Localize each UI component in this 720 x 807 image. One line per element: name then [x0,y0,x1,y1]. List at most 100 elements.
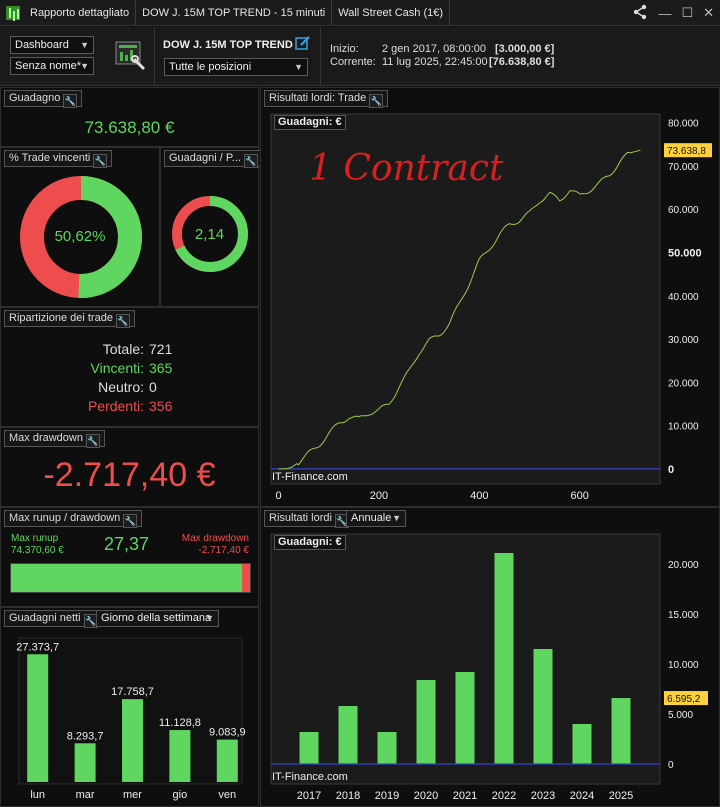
gain-panel-title: Guadagno 🔧 [4,90,83,108]
weekday-bar-label: 8.293,7 [67,730,104,742]
weekday-tick-label: mar [76,789,95,801]
wrench-icon[interactable]: 🔧 [93,154,108,168]
weekday-select[interactable]: Giorno della settimana ▼ [96,610,219,627]
equity-panel-title: Risultati lordi: Trade 🔧 [264,90,389,108]
yearly-bar [611,698,631,764]
period-select-value: Annuale [351,512,392,524]
equity-x-tick: 400 [470,490,488,502]
runup-drawdown-bar [10,563,251,593]
yearly-y-tick: 10.000 [668,660,699,671]
positions-select-value: Tutte le posizioni [169,61,252,73]
window-tab-report[interactable]: Rapporto dettagliato [24,0,137,26]
profit-factor-panel: Guadagni / P... 🔧 2,14 [160,147,263,307]
close-icon[interactable]: ✕ [703,5,714,20]
wrench-icon[interactable]: 🔧 [369,94,384,108]
total-gain-value: 73.638,80 € [84,118,175,137]
yearly-panel-title: Risultati lordi 🔧 [264,510,354,528]
equity-x-tick: 200 [370,490,388,502]
equity-plot-area [270,113,661,485]
wrench-icon[interactable]: 🔧 [85,434,100,448]
equity-line-chart: 0 10.000 20.000 30.000 40.000 50.000 60.000 70.… [270,113,712,502]
max-drawdown-small-value: -2.717,40 € [198,545,249,556]
weekday-bar [122,699,143,782]
yearly-x-tick: 2023 [531,790,555,802]
wrench-icon[interactable]: 🔧 [115,314,130,328]
win-rate-value: 50,62% [54,228,106,245]
positions-select[interactable]: Tutte le posizioni ▼ [164,58,308,76]
win-rate-panel-title: % Trade vincenti 🔧 [4,150,113,168]
chevron-down-icon: ▼ [80,61,89,71]
losing-value: 356 [149,398,173,414]
chevron-down-icon: ▼ [392,513,401,523]
weekday-tick-label: gio [173,789,188,801]
yearly-series-tag: Guadagni: € [274,535,346,550]
yearly-bar [533,649,553,764]
max-drawdown-label: Max drawdown [181,533,249,544]
profit-factor-value: 2,14 [194,226,225,243]
yearly-y-tick: 5.000 [668,710,693,721]
yearly-results-panel: Risultati lordi 🔧 Annuale ▼ 2017 2018 2019 20… [260,507,720,807]
maximize-icon[interactable]: ☐ [681,5,694,20]
wrench-icon[interactable]: 🔧 [63,94,78,108]
equity-y-tick: 0 [668,464,674,476]
yearly-x-tick: 2020 [414,790,438,802]
winning-label: Vincenti: [90,360,144,376]
total-label: Totale: [102,341,144,357]
profit-factor-panel-title: Guadagni / P... 🔧 [164,150,263,168]
equity-x-tick: 0 [275,490,281,502]
current-date: 11 lug 2025, 22:45:00 [382,56,488,68]
share-icon[interactable] [632,4,648,23]
equity-last-value-badge [664,143,712,158]
contract-annotation: 1 Contract [309,148,504,189]
max-drawdown-value: -2.717,40 € [43,456,216,494]
start-date: 2 gen 2017, 08:00:00 [382,43,486,55]
yearly-last-value-label: 6.595,2 [667,694,701,705]
report-header: Dashboard ▼ Senza nome* ▼ DOW J. 15M TOP T… [0,27,720,86]
equity-x-tick: 600 [571,490,589,502]
yearly-bar [494,553,514,764]
backtest-report-icon[interactable] [114,39,146,71]
yearly-x-tick: 2022 [492,790,516,802]
weekday-bar-label: 9.083,9 [209,727,246,739]
yearly-y-tick: 20.000 [668,560,699,571]
weekday-bar [27,654,49,782]
drawdown-panel-title: Max drawdown 🔧 [4,430,105,448]
runup-drawdown-panel: Max runup / drawdown 🔧 Max runup 74.370,6… [0,507,259,607]
wrench-icon[interactable]: 🔧 [243,154,258,168]
strategy-name: DOW J. 15M TOP TREND [163,39,293,51]
current-label: Corrente: [330,56,376,68]
yearly-bar [338,706,358,764]
yearly-x-tick: 2017 [297,790,321,802]
yearly-x-tick: 2021 [453,790,477,802]
donut-winning-segment [20,176,142,298]
win-rate-panel: % Trade vincenti 🔧 50,62% [0,147,160,307]
layout-name-select[interactable]: Senza nome* ▼ [10,57,94,75]
window-tab-instrument[interactable]: Wall Street Cash (1€) [332,0,451,26]
chevron-down-icon: ▼ [294,62,303,72]
breakdown-panel-title: Ripartizione dei trade 🔧 [4,310,135,328]
edit-icon[interactable] [295,35,311,51]
period-select[interactable]: Annuale ▼ [346,510,406,527]
wrench-icon[interactable]: 🔧 [123,514,138,528]
equity-series-tag: Guadagni: € [274,115,346,130]
weekday-select-value: Giorno della settimana [101,612,212,624]
minimize-icon[interactable]: — [658,5,672,21]
current-capital: [76.638,80 €] [489,56,555,68]
dashboard-select[interactable]: Dashboard ▼ [10,36,94,54]
weekday-bar [74,743,96,782]
weekday-tick-label: mer [123,789,142,801]
dashboard-select-value: Dashboard [15,39,69,51]
runup-drawdown-ratio: 27,37 [104,534,150,554]
chevron-down-icon: ▼ [80,40,89,50]
weekday-panel-title: Guadagni netti 🔧 [4,610,103,628]
window-tab-strategy[interactable]: DOW J. 15M TOP TREND - 15 minuti [136,0,333,26]
yearly-x-tick: 2025 [609,790,633,802]
start-label: Inizio: [330,43,359,55]
runup-bar-fill [11,564,242,592]
yearly-x-tick: 2024 [570,790,594,802]
profit-factor-donut [172,196,248,272]
win-rate-donut [20,176,142,298]
yearly-bar [377,732,397,764]
trade-breakdown-panel: Ripartizione dei trade 🔧 Totale: Vincenti… [0,307,259,427]
weekday-bar-chart: 27.373,7 lun 8.293,7 mar 17.758,7 mer 11.128,8… [16,637,246,801]
